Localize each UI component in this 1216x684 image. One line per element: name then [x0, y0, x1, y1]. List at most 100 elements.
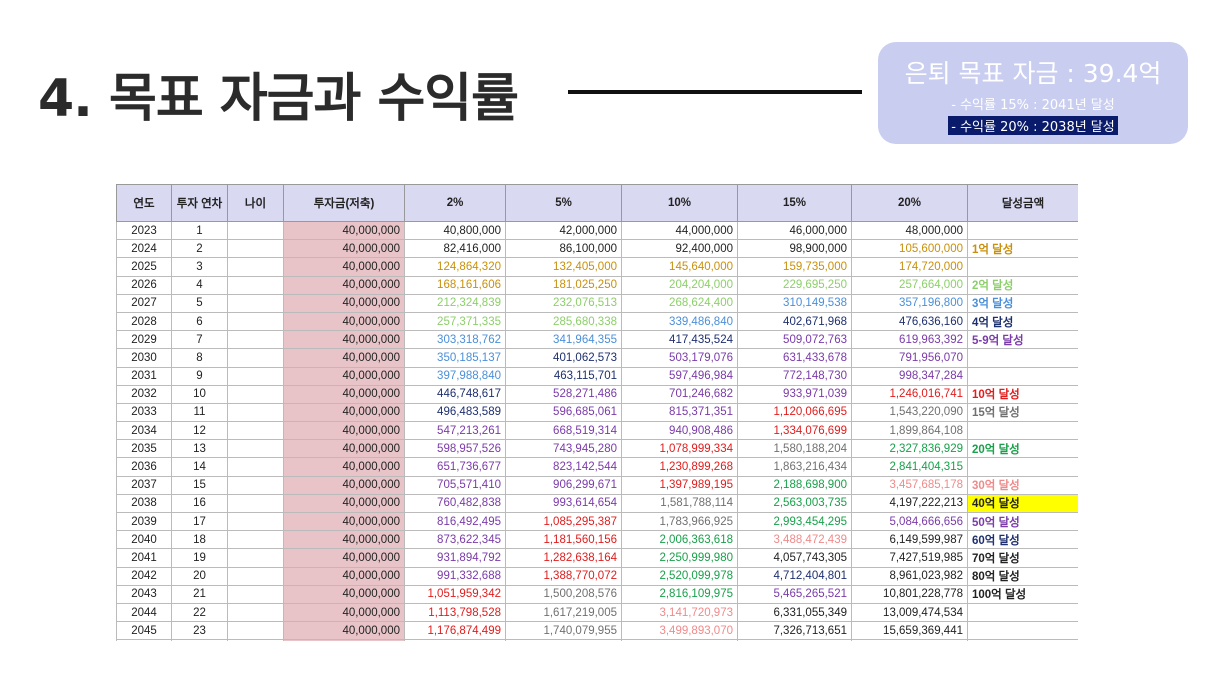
cell-year: 2044 — [116, 602, 172, 623]
title-divider — [568, 90, 862, 94]
cell-investment-year: 20 — [171, 566, 228, 586]
cell-value: 823,142,544 — [505, 457, 622, 477]
cell-investment-year: 14 — [171, 457, 228, 477]
cell-value: 350,185,137 — [404, 348, 506, 368]
cell-age — [227, 548, 284, 568]
cell-investment: 40,000,000 — [283, 602, 405, 623]
cell-age — [227, 566, 284, 586]
cell-year: 2029 — [116, 330, 172, 350]
table-row: 2031 9 40,000,000 397,988,840 463,115,701 597… — [116, 366, 1078, 386]
cell-age — [227, 293, 284, 313]
cell-year: 2039 — [116, 511, 172, 532]
cell-value: 168,161,606 — [404, 275, 506, 295]
cell-value: 1,120,066,695 — [737, 402, 852, 423]
cell-investment-year: 8 — [171, 348, 228, 368]
cell-value: 619,963,392 — [851, 330, 968, 350]
cell-value: 1,334,076,699 — [737, 421, 852, 441]
cell-value: 1,500,208,576 — [505, 584, 622, 604]
table-row: 2038 16 40,000,000 760,482,838 993,614,654 1,… — [116, 493, 1078, 514]
cell-investment-year: 9 — [171, 366, 228, 386]
cell-investment: 40,000,000 — [283, 566, 405, 586]
cell-value: 4,197,222,213 — [851, 493, 968, 514]
cell-year: 2038 — [116, 493, 172, 514]
cell-achievement: 3억 달성 — [967, 293, 1078, 313]
cell-value: 181,025,250 — [505, 275, 622, 295]
column-header: 5% — [505, 184, 622, 222]
table-row: 2023 1 40,000,000 40,800,000 42,000,000 44,00… — [116, 220, 1078, 241]
cell-value: 547,213,261 — [404, 421, 506, 441]
cell-value: 2,520,099,978 — [621, 566, 738, 586]
cell-value: 906,299,671 — [505, 475, 622, 495]
cell-value: 760,482,838 — [404, 493, 506, 514]
page-title: 4. 목표 자금과 수익률 — [38, 69, 519, 129]
cell-value: 8,961,023,982 — [851, 566, 968, 586]
cell-investment: 40,000,000 — [283, 475, 405, 495]
cell-value: 446,748,617 — [404, 384, 506, 404]
table-row: 2029 7 40,000,000 303,318,762 341,964,355 417… — [116, 330, 1078, 350]
cell-investment-year: 4 — [171, 275, 228, 295]
cell-achievement — [967, 457, 1078, 477]
cell-investment: 40,000,000 — [283, 511, 405, 532]
cell-value: 5,084,666,656 — [851, 511, 968, 532]
cell-investment-year: 13 — [171, 439, 228, 459]
cell-value: 132,405,000 — [505, 257, 622, 277]
cell-investment-year: 18 — [171, 530, 228, 550]
projection-table-wrap: 연도 투자 연차 나이 투자금(저축) 2% 5% 10% 15% 20% 달성금액 2023 1 4… — [116, 184, 1078, 641]
cell-value: 10,801,228,778 — [851, 584, 968, 604]
cell-investment-year: 17 — [171, 511, 228, 532]
cell-value: 598,957,526 — [404, 439, 506, 459]
cell-age — [227, 621, 284, 641]
cell-year: 2028 — [116, 311, 172, 332]
cell-age — [227, 475, 284, 495]
cell-value: 3,488,472,439 — [737, 530, 852, 550]
cell-value: 7,427,519,985 — [851, 548, 968, 568]
cell-investment: 40,000,000 — [283, 402, 405, 423]
cell-achievement: 20억 달성 — [967, 439, 1078, 459]
cell-value: 3,457,685,178 — [851, 475, 968, 495]
cell-value: 3,141,720,973 — [621, 602, 738, 623]
cell-value: 743,945,280 — [505, 439, 622, 459]
cell-investment: 40,000,000 — [283, 493, 405, 514]
cell-value: 509,072,763 — [737, 330, 852, 350]
cell-value: 1,397,989,195 — [621, 475, 738, 495]
cell-year: 2032 — [116, 384, 172, 404]
cell-value: 357,196,800 — [851, 293, 968, 313]
cell-investment: 40,000,000 — [283, 621, 405, 641]
cell-age — [227, 639, 284, 641]
cell-value: 13,009,474,534 — [851, 602, 968, 623]
cell-age — [227, 584, 284, 604]
cell-value: 1,113,798,528 — [404, 602, 506, 623]
cell-value: 232,076,513 — [505, 293, 622, 313]
cell-investment: 40,000,000 — [283, 348, 405, 368]
cell-value: 98,900,000 — [737, 239, 852, 259]
cell-value: 4,712,404,801 — [737, 566, 852, 586]
cell-achievement: 60억 달성 — [967, 530, 1078, 550]
cell-year: 2037 — [116, 475, 172, 495]
cell-value: 339,486,840 — [621, 311, 738, 332]
cell-year: 2031 — [116, 366, 172, 386]
cell-achievement: 50억 달성 — [967, 511, 1078, 532]
goal-line-20: - 수익률 20% : 2038년 달성 — [948, 116, 1118, 135]
cell-investment: 40,000,000 — [283, 530, 405, 550]
cell-age — [227, 493, 284, 514]
cell-value: 998,347,284 — [851, 366, 968, 386]
cell-value: 7,326,713,651 — [737, 621, 852, 641]
cell-age — [227, 530, 284, 550]
cell-value: 528,271,486 — [505, 384, 622, 404]
cell-value: 46,000,000 — [737, 220, 852, 241]
cell-value: 4,057,743,305 — [737, 548, 852, 568]
goal-box: 은퇴 목표 자금 : 39.4억 - 수익률 15% : 2041년 달성 - … — [878, 42, 1188, 144]
table-row: 2037 15 40,000,000 705,571,410 906,299,671 1,… — [116, 475, 1078, 495]
cell-investment: 40,000,000 — [283, 548, 405, 568]
cell-value: 92,400,000 — [621, 239, 738, 259]
table-row: 2044 22 40,000,000 1,113,798,528 1,617,219,0… — [116, 602, 1078, 623]
cell-value: 705,571,410 — [404, 475, 506, 495]
column-header: 투자 연차 — [171, 184, 228, 222]
cell-value: 2,006,363,618 — [621, 530, 738, 550]
cell-value: 257,664,000 — [851, 275, 968, 295]
cell-value — [737, 639, 852, 641]
cell-age — [227, 257, 284, 277]
cell-value: 496,483,589 — [404, 402, 506, 423]
column-header: 투자금(저축) — [283, 184, 405, 222]
cell-age — [227, 239, 284, 259]
